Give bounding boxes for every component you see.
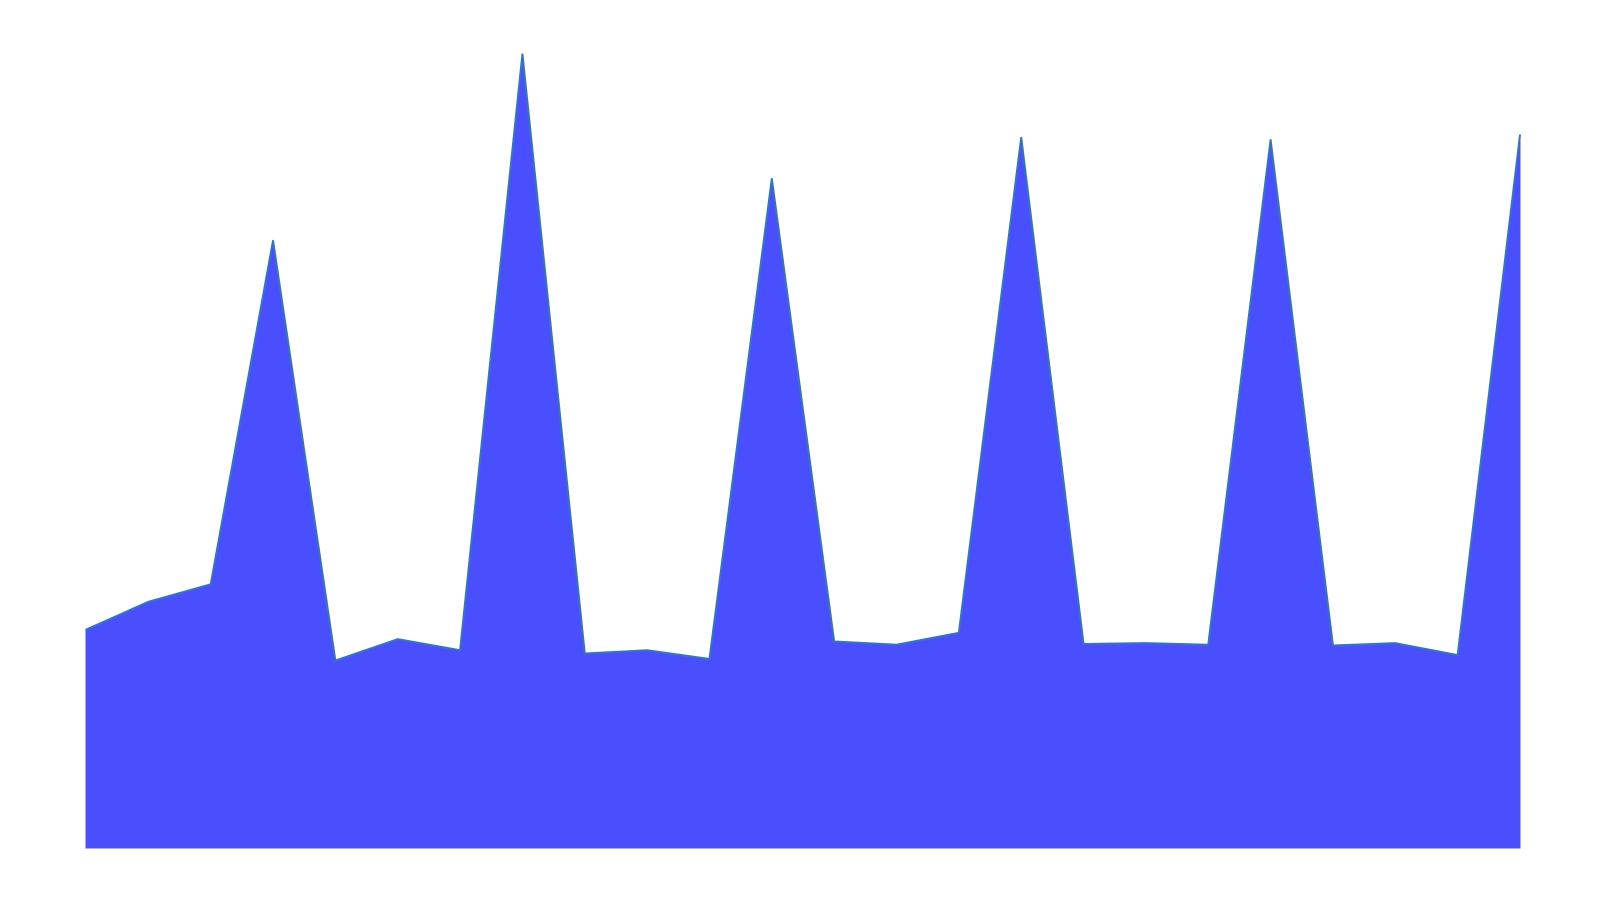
data-point-23 <box>1456 654 1459 656</box>
area-fill <box>85 53 1521 849</box>
data-point-17 <box>1082 643 1085 645</box>
data-point-22 <box>1394 642 1397 644</box>
data-point-24 <box>1519 134 1521 136</box>
data-point-16 <box>1020 136 1023 139</box>
data-point-21 <box>1332 644 1334 647</box>
data-point-12 <box>771 177 773 180</box>
data-point-4 <box>272 239 274 242</box>
data-point-20 <box>1269 138 1272 141</box>
data-point-19 <box>1207 643 1210 646</box>
series-line <box>85 53 1521 662</box>
data-point-11 <box>708 658 711 660</box>
data-point-15 <box>958 632 960 634</box>
data-point-6 <box>396 638 399 640</box>
data-point-14 <box>895 643 898 646</box>
data-point-3 <box>209 583 212 586</box>
data-point-1 <box>85 628 87 631</box>
data-point-9 <box>583 652 586 655</box>
data-point-5 <box>334 659 337 662</box>
data-point-8 <box>521 53 524 55</box>
data-point-10 <box>646 649 648 652</box>
data-point-7 <box>459 649 461 652</box>
data-point-2 <box>147 601 150 603</box>
data-point-18 <box>1145 642 1147 644</box>
chart-marks <box>85 53 1521 849</box>
data-point-13 <box>833 640 835 643</box>
